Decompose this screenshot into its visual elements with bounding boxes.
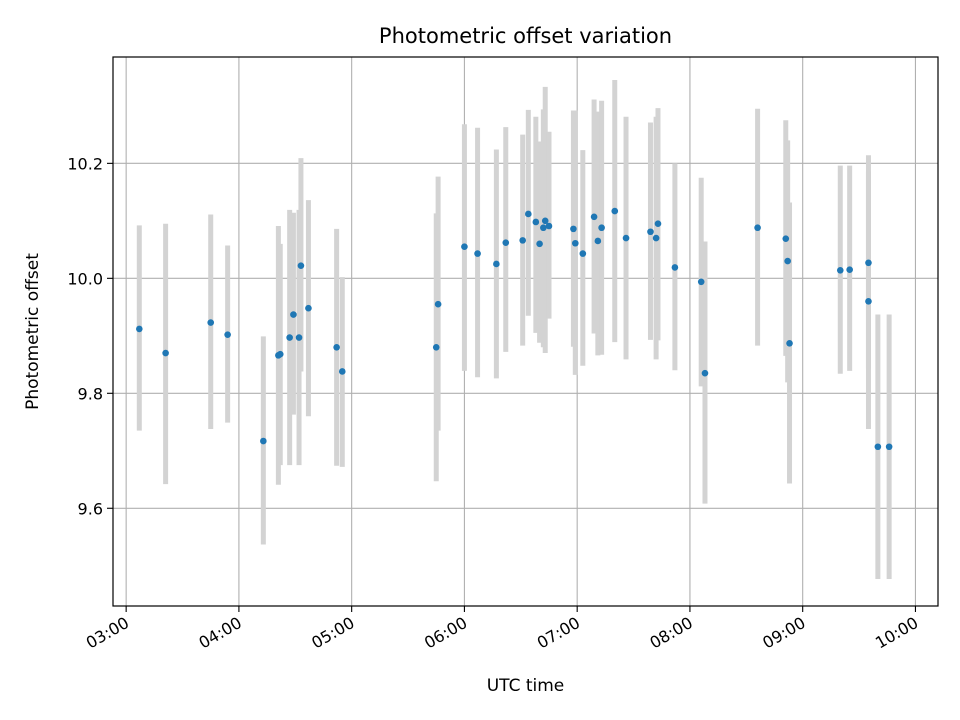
data-point [697, 278, 705, 286]
data-point [671, 264, 679, 271]
data-point [162, 349, 169, 357]
data-points [136, 207, 893, 451]
data-point [295, 334, 303, 341]
data-point [338, 368, 346, 375]
data-point [545, 222, 553, 230]
data-point [784, 257, 791, 265]
data-point [846, 266, 853, 274]
data-point [885, 443, 893, 451]
data-point [590, 213, 598, 221]
data-point [598, 224, 605, 232]
data-point [536, 240, 543, 248]
data-point [594, 237, 602, 245]
data-point [224, 331, 231, 338]
data-point [572, 239, 579, 247]
grid [113, 57, 938, 606]
data-point [652, 234, 660, 242]
data-point [502, 239, 510, 246]
data-point [874, 443, 882, 451]
data-point [434, 300, 442, 308]
y-tick-label: 9.8 [78, 384, 103, 403]
y-tick-label: 10.0 [67, 269, 103, 288]
chart-title: Photometric offset variation [379, 24, 672, 48]
y-tick-label: 9.6 [78, 499, 103, 518]
data-point [782, 235, 790, 242]
data-point [297, 262, 305, 269]
y-axis-ticks: 9.6 9.8 10.0 10.2 [67, 154, 113, 518]
data-point [540, 224, 547, 232]
data-point [260, 437, 267, 445]
data-point [654, 220, 662, 228]
data-point [461, 243, 468, 251]
data-point [865, 259, 872, 267]
data-point [541, 217, 549, 225]
x-axis-title: UTC time [487, 676, 565, 696]
y-axis-title: Photometric offset [23, 253, 43, 410]
data-point [786, 339, 793, 347]
data-point [611, 207, 619, 215]
data-point [305, 304, 312, 312]
data-point [207, 319, 215, 326]
data-point [622, 234, 630, 242]
data-point [570, 225, 577, 233]
data-point [525, 210, 532, 218]
data-point [647, 228, 654, 236]
data-point [474, 250, 481, 257]
data-point [286, 334, 293, 341]
data-point [290, 311, 297, 318]
data-point [701, 369, 709, 377]
data-point [493, 260, 500, 268]
data-point [136, 325, 143, 333]
data-point [333, 344, 340, 351]
axes-frame [112, 56, 939, 607]
data-point [276, 350, 284, 358]
data-point [532, 218, 540, 226]
data-point [519, 237, 526, 244]
data-point [836, 266, 844, 274]
plot-area [113, 57, 938, 606]
y-tick-label: 10.2 [67, 154, 103, 173]
data-point [579, 250, 587, 257]
data-point [865, 298, 872, 305]
data-point [754, 224, 761, 232]
data-point [432, 344, 440, 351]
